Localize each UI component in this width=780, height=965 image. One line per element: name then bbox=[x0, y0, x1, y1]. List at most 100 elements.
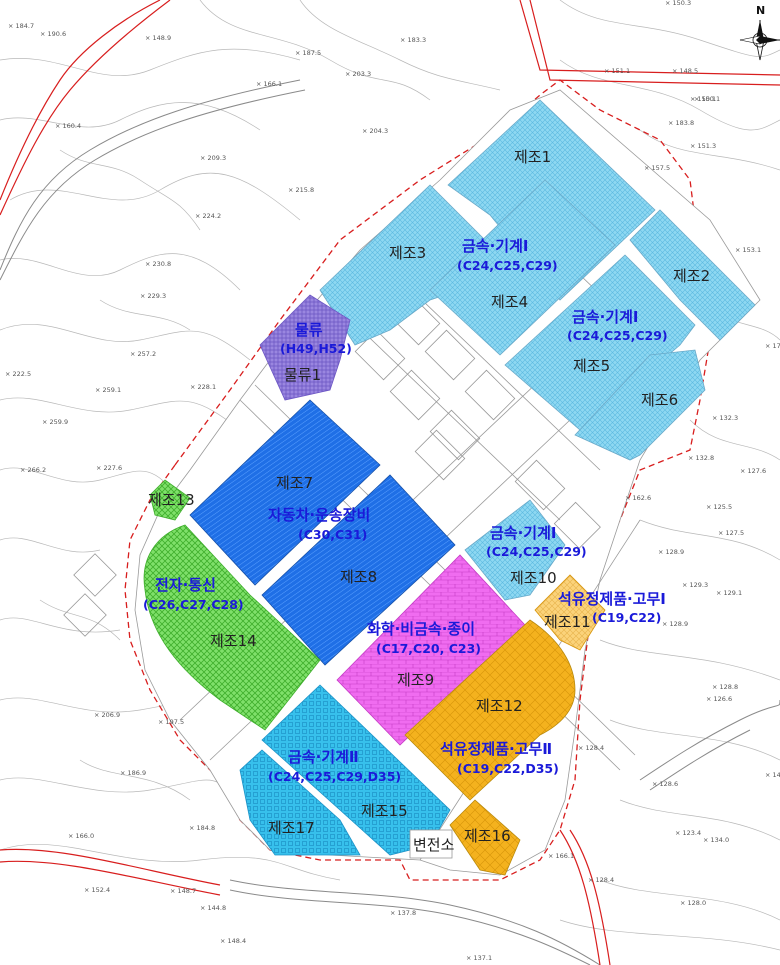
zone-manufacturing-17[interactable] bbox=[239, 749, 361, 856]
elevation-label: × 184.8 bbox=[189, 824, 215, 832]
elevation-label: × 259.1 bbox=[95, 386, 121, 394]
label-zone-9: 제조9 bbox=[397, 671, 434, 689]
category-logistics-codes: (H49,H52) bbox=[280, 341, 352, 356]
elevation-label: × 150.1 bbox=[694, 95, 720, 103]
label-logistics-1: 물류1 bbox=[284, 366, 321, 384]
zone-manufacturing-2[interactable] bbox=[629, 209, 756, 341]
elevation-label: × 144.8 bbox=[200, 904, 226, 912]
category-auto-codes: (C30,C31) bbox=[298, 527, 367, 542]
label-zone-14: 제조14 bbox=[210, 632, 257, 650]
elevation-label: × 128.4 bbox=[578, 744, 604, 752]
elevation-label: × 166.1 bbox=[548, 852, 574, 860]
elevation-label: × 125.5 bbox=[706, 503, 732, 511]
elevation-label: × 148.7 bbox=[170, 887, 196, 895]
elevation-label: × 184.7 bbox=[8, 22, 34, 30]
category-metal-c-name: 금속·기계Ⅰ bbox=[490, 524, 556, 542]
elevation-label: × 204.3 bbox=[362, 127, 388, 135]
elevation-label: × 187.5 bbox=[295, 49, 321, 57]
elevation-label: × 166.0 bbox=[68, 832, 94, 840]
label-zone-2: 제조2 bbox=[673, 267, 710, 285]
zone-manufacturing-12[interactable] bbox=[404, 619, 576, 801]
category-metal-b-codes: (C24,C25,C29) bbox=[567, 328, 668, 343]
category-petro-b-codes: (C19,C22,D35) bbox=[457, 761, 559, 776]
label-zone-5: 제조5 bbox=[573, 357, 610, 375]
category-petro-b-name: 석유정제품·고무Ⅱ bbox=[440, 740, 552, 758]
zone-manufacturing-6[interactable] bbox=[574, 349, 706, 461]
elevation-label: × 132.3 bbox=[712, 414, 738, 422]
north-arrow-icon bbox=[739, 20, 780, 61]
elevation-label: × 183.8 bbox=[668, 119, 694, 127]
elevation-label: × 129.3 bbox=[682, 581, 708, 589]
elevation-label: × 128.9 bbox=[662, 620, 688, 628]
project-boundary bbox=[124, 79, 711, 881]
elevation-label: × 127.6 bbox=[740, 467, 766, 475]
elevation-label: × 229.3 bbox=[140, 292, 166, 300]
label-zone-16: 제조16 bbox=[464, 827, 511, 845]
category-petro-a-codes: (C19,C22) bbox=[592, 610, 661, 625]
category-metal-c-codes: (C24,C25,C29) bbox=[486, 544, 587, 559]
zone-manufacturing-4[interactable] bbox=[429, 179, 616, 356]
elevation-label: × 129.1 bbox=[716, 589, 742, 597]
label-zone-13: 제조13 bbox=[148, 491, 195, 509]
elevation-label: × 148.9 bbox=[145, 34, 171, 42]
elevation-label: × 151.3 bbox=[690, 142, 716, 150]
elevation-label: × 186.9 bbox=[120, 769, 146, 777]
elevation-label: × 224.2 bbox=[195, 212, 221, 220]
category-metal-b-name: 금속·기계Ⅰ bbox=[572, 308, 638, 326]
elevation-label: × 215.8 bbox=[288, 186, 314, 194]
category-petro-a-name: 석유정제품·고무Ⅰ bbox=[558, 590, 666, 608]
zone-manufacturing-5[interactable] bbox=[504, 254, 696, 431]
elevation-label: × 123.4 bbox=[675, 829, 701, 837]
elevation-label: × 127.5 bbox=[718, 529, 744, 537]
category-metal-d-name: 금속·기계Ⅱ bbox=[288, 748, 359, 766]
elevation-label: × 152.4 bbox=[84, 886, 110, 894]
elevation-label: × 266.2 bbox=[20, 466, 46, 474]
elevation-label: × 128.0 bbox=[680, 899, 706, 907]
label-zone-7: 제조7 bbox=[276, 474, 313, 492]
elevation-label: × 137.1 bbox=[466, 954, 492, 962]
elevation-label: × 148.4 bbox=[220, 937, 246, 945]
category-logistics-name: 물류 bbox=[295, 321, 323, 339]
elevation-label: × 150.1 bbox=[690, 95, 716, 103]
zone-manufacturing-8[interactable] bbox=[261, 474, 456, 666]
label-zone-4: 제조4 bbox=[491, 293, 528, 311]
elevation-label: × 228.1 bbox=[190, 383, 216, 391]
elevation-label: × 259.9 bbox=[42, 418, 68, 426]
elevation-label: × 157.5 bbox=[644, 164, 670, 172]
elevation-label: × 209.3 bbox=[200, 154, 226, 162]
elevation-label: × 148.5 bbox=[672, 67, 698, 75]
category-metal-a-codes: (C24,C25,C29) bbox=[457, 258, 558, 273]
label-zone-15: 제조15 bbox=[361, 802, 408, 820]
category-metal-d-codes: (C24,C25,C29,D35) bbox=[268, 769, 401, 784]
category-metal-a-name: 금속·기계Ⅰ bbox=[462, 237, 528, 255]
zone-manufacturing-14[interactable] bbox=[143, 524, 321, 731]
elevation-label: × 128.8 bbox=[712, 683, 738, 691]
zone-manufacturing-11[interactable] bbox=[534, 574, 606, 651]
external-roads bbox=[0, 79, 780, 965]
substation-lot bbox=[409, 829, 453, 859]
elevation-label: × 160.4 bbox=[55, 122, 81, 130]
label-zone-6: 제조6 bbox=[641, 391, 678, 409]
zone-manufacturing-7[interactable] bbox=[189, 399, 381, 586]
zone-manufacturing-16[interactable] bbox=[449, 799, 521, 876]
elevation-label: × 190.6 bbox=[40, 30, 66, 38]
elevation-labels: × 184.7 × 190.6 × 148.9 × 166.1 × 187.5 × 183… bbox=[5, 0, 780, 962]
elevation-label: × 172.7 bbox=[765, 342, 780, 350]
label-zone-3: 제조3 bbox=[389, 244, 426, 262]
elevation-label: × 150.3 bbox=[665, 0, 691, 7]
label-substation: 변전소 bbox=[413, 836, 455, 854]
zone-logistics-1[interactable] bbox=[259, 294, 351, 401]
label-zone-1: 제조1 bbox=[514, 148, 551, 166]
category-auto-name: 자동차·운송장비 bbox=[268, 506, 370, 524]
label-zone-8: 제조8 bbox=[340, 568, 377, 586]
elevation-label: × 132.8 bbox=[688, 454, 714, 462]
zone-manufacturing-10[interactable] bbox=[464, 499, 566, 601]
elevation-label: × 128.4 bbox=[588, 876, 614, 884]
zone-manufacturing-13[interactable] bbox=[149, 479, 191, 521]
elevation-label: × 151.1 bbox=[604, 67, 630, 75]
elevation-label: × 227.6 bbox=[96, 464, 122, 472]
elevation-label: × 183.3 bbox=[400, 36, 426, 44]
label-zone-17: 제조17 bbox=[268, 819, 315, 837]
